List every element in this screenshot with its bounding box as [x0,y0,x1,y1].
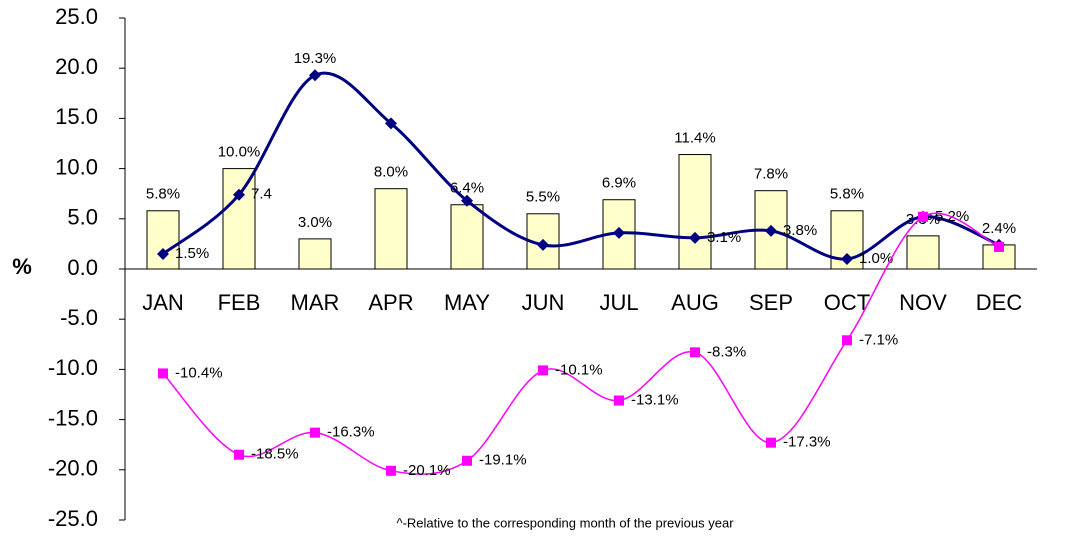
bar-value-label: 7.8% [754,166,788,183]
line-value-label: -13.1% [631,391,679,408]
y-tick-label: 20.0 [55,54,98,79]
square-marker [386,465,396,476]
y-tick-label: -5.0 [60,305,98,330]
line-value-label: -10.1% [555,361,603,378]
y-tick-label: -20.0 [48,456,98,481]
y-tick-label: -15.0 [48,405,98,430]
square-marker [538,365,548,376]
square-marker [766,437,776,448]
x-tick-label: JUL [599,290,638,315]
y-tick-label: 0.0 [67,255,98,280]
line-value-label: 19.3% [294,50,337,67]
line-value-label: 1.0% [859,250,893,267]
diamond-marker [385,117,397,130]
diamond-marker [613,226,625,239]
x-tick-label: NOV [899,290,947,315]
y-axis-label: % [12,254,32,279]
square-marker [614,395,624,406]
square-marker [234,449,244,460]
square-marker [462,455,472,466]
line-value-label: -7.1% [859,331,898,348]
y-tick-label: 10.0 [55,154,98,179]
line-value-label: -16.3% [327,424,375,441]
bar-value-label: 5.8% [830,186,864,203]
y-tick-label: -10.0 [48,355,98,380]
x-tick-label: MAR [291,290,340,315]
bar-value-label: 11.4% [674,130,715,147]
footnote: ^-Relative to the corresponding month of… [396,515,734,530]
x-tick-label: JAN [142,290,184,315]
square-marker [842,335,852,346]
line-value-label: 1.5% [175,245,209,262]
line-value-label: -20.1% [403,462,451,479]
bar [906,235,940,270]
x-tick-label: OCT [824,290,870,315]
y-tick-label: -25.0 [48,506,98,531]
bar-value-label: 5.8% [146,186,180,203]
bar-value-label: 6.9% [602,175,636,192]
y-tick-label: 5.0 [67,205,98,230]
x-tick-label: DEC [976,290,1023,315]
line-value-label: 3.1% [707,229,741,246]
diamond-marker [841,252,853,265]
line-value-label: -17.3% [783,434,831,451]
square-marker [158,368,168,379]
line-value-label: -18.5% [251,446,299,463]
line-value-label: -19.1% [479,452,527,469]
x-tick-label: FEB [218,290,261,315]
bar-value-label: 8.0% [374,164,408,181]
x-tick-label: JUN [522,290,565,315]
line-value-label: -10.4% [175,364,223,381]
square-marker [994,241,1004,252]
bar [374,188,408,270]
bar-value-label: 5.5% [526,189,560,206]
bar-value-label: 10.0% [218,144,261,161]
bar-value-label: 2.4% [982,220,1016,237]
x-tick-label: AUG [671,290,719,315]
line [162,71,1000,261]
y-tick-label: 15.0 [55,104,98,129]
square-marker [690,347,700,358]
diamond-marker [233,188,245,201]
x-tick-label: MAY [444,290,490,315]
line-value-label: -8.3% [707,343,746,360]
bar-value-label: 3.0% [298,214,332,231]
y-tick-label: 25.0 [55,4,98,29]
line-value-label: 3.8% [783,222,817,239]
square-marker [310,427,320,438]
bar [298,238,332,270]
diamond-marker [689,231,701,244]
diamond-marker [309,69,321,82]
bar [678,154,712,270]
bar [222,168,256,270]
x-tick-label: SEP [749,290,793,315]
diamond-marker [461,194,473,207]
square-marker [918,211,928,222]
diamond-marker [157,247,169,260]
bar [450,204,484,270]
line-value-label: 7.4 [251,186,272,203]
diamond-marker [537,238,549,251]
diamond-marker [765,224,777,237]
x-tick-label: APR [368,290,413,315]
